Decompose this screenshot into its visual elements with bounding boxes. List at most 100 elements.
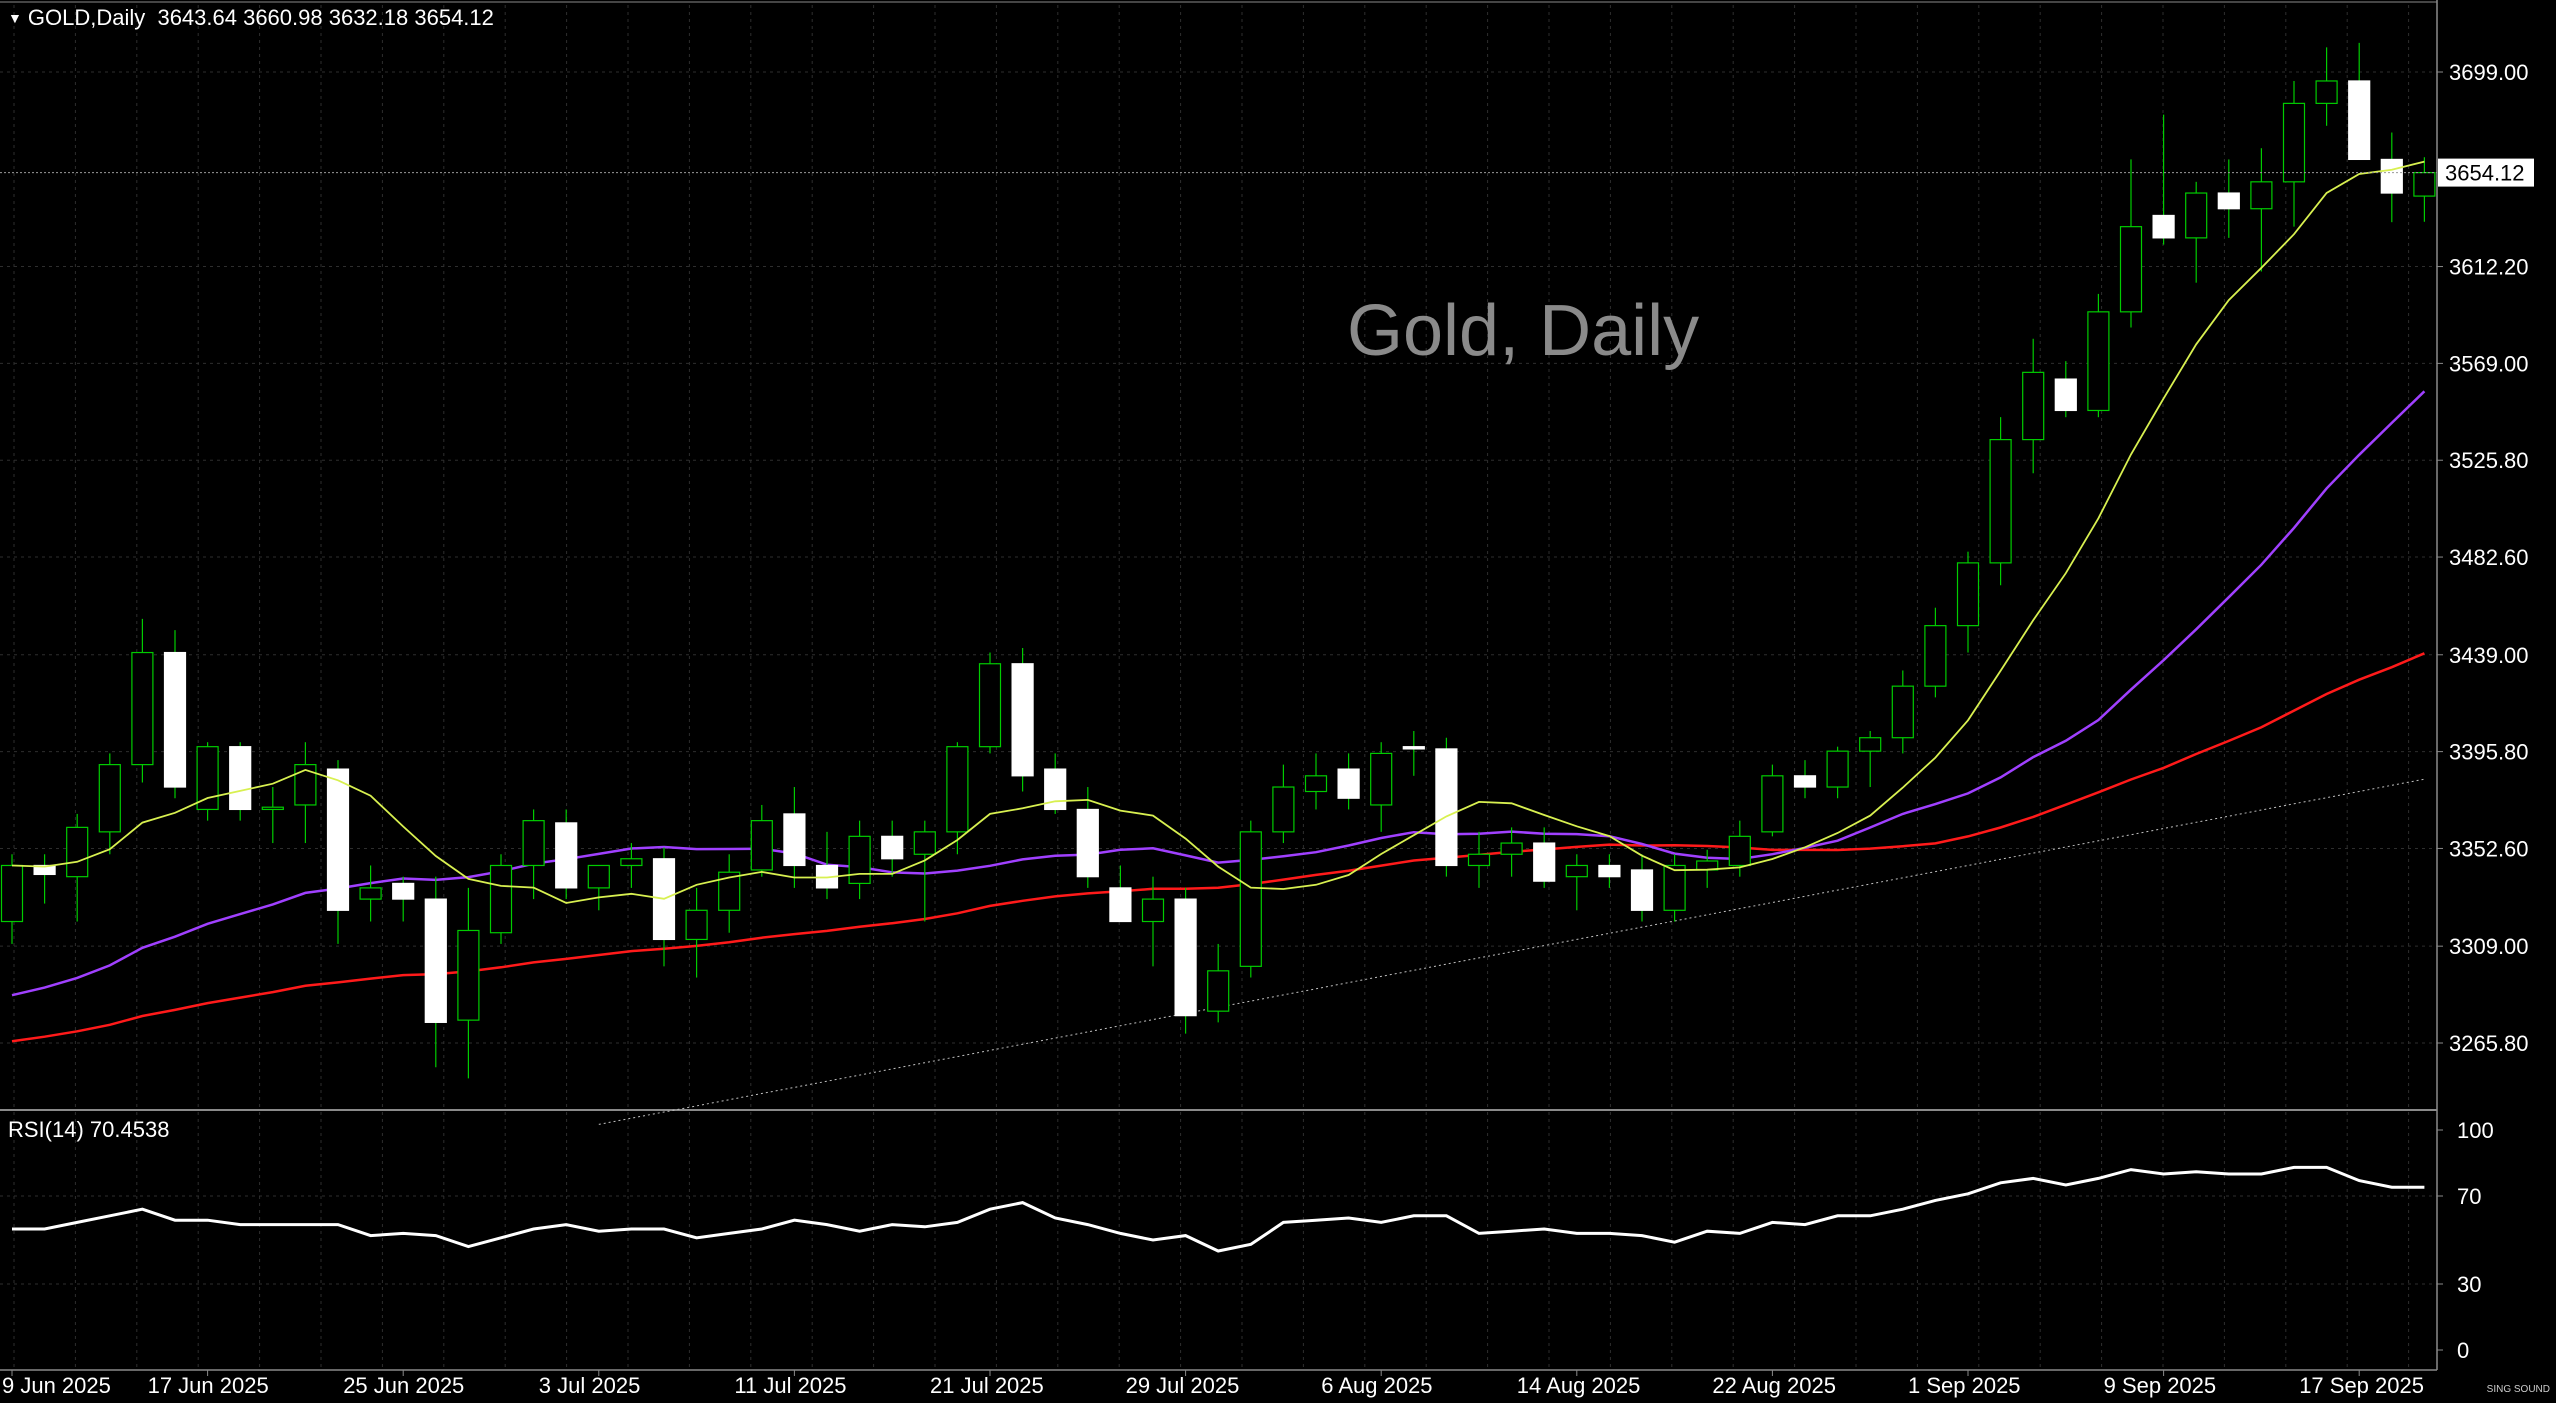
ohlc-values: 3643.64 3660.98 3632.18 3654.12 — [157, 5, 494, 30]
price-tick-label: 3439.00 — [2449, 643, 2529, 668]
candle[interactable] — [424, 898, 447, 1023]
candle[interactable] — [1891, 685, 1914, 739]
candle[interactable] — [685, 909, 708, 941]
brand-logo: SING SOUND — [2486, 1384, 2550, 1395]
candle[interactable] — [881, 835, 904, 860]
candle[interactable] — [2022, 371, 2045, 441]
candle[interactable] — [1859, 737, 1882, 752]
candle[interactable] — [1761, 775, 1784, 833]
rsi-tick-label: 0 — [2457, 1338, 2469, 1363]
candle[interactable] — [848, 835, 871, 885]
candle[interactable] — [1044, 768, 1067, 811]
candle[interactable] — [1141, 898, 1165, 923]
candle[interactable] — [1207, 970, 1230, 1012]
candle[interactable] — [587, 864, 610, 889]
candle[interactable] — [620, 858, 643, 867]
price-tick-label: 3265.80 — [2449, 1031, 2529, 1056]
candle[interactable] — [1826, 750, 1849, 788]
candle[interactable] — [750, 820, 773, 871]
candle[interactable] — [913, 831, 936, 855]
candle[interactable] — [1500, 842, 1523, 855]
symbol-label: GOLD,Daily — [27, 5, 146, 30]
time-tick-label: 11 Jul 2025 — [734, 1373, 846, 1398]
candle[interactable] — [131, 651, 154, 766]
candle[interactable] — [294, 764, 317, 806]
candle[interactable] — [1370, 752, 1393, 806]
candle[interactable] — [2282, 102, 2306, 183]
candle[interactable] — [1956, 562, 1980, 627]
candle[interactable] — [1565, 864, 1588, 878]
candle[interactable] — [1435, 748, 1458, 867]
candle[interactable] — [1793, 775, 1817, 788]
candle[interactable] — [2348, 80, 2371, 161]
grid — [0, 5, 2437, 1370]
ma-fast-line — [11, 160, 2425, 904]
candle[interactable] — [2217, 192, 2240, 210]
current-price-box — [2438, 158, 2534, 187]
price-tick-label: 3309.00 — [2449, 934, 2529, 959]
candle[interactable] — [1272, 786, 1295, 833]
candle[interactable] — [718, 871, 741, 911]
price-tick-label: 3352.60 — [2449, 836, 2529, 861]
time-tick-label: 25 Jun 2025 — [343, 1373, 464, 1398]
candle[interactable] — [2250, 181, 2273, 210]
candle[interactable] — [2119, 226, 2143, 313]
candles — [0, 42, 2436, 1079]
candle[interactable] — [522, 820, 545, 867]
rsi-line — [12, 1165, 2425, 1253]
candle[interactable] — [1598, 864, 1621, 878]
candle[interactable] — [1174, 898, 1197, 1017]
candle[interactable] — [2380, 158, 2403, 194]
candle[interactable] — [1467, 853, 1491, 867]
candle[interactable] — [457, 929, 480, 1021]
candle[interactable] — [392, 882, 415, 900]
time-tick-label: 6 Aug 2025 — [1321, 1373, 1432, 1398]
candle[interactable] — [2315, 80, 2338, 104]
candle[interactable] — [946, 746, 969, 833]
symbol-header: ▼ GOLD,Daily 3643.64 3660.98 3632.18 3654… — [8, 5, 494, 31]
candle[interactable] — [555, 822, 578, 889]
candle[interactable] — [1337, 768, 1360, 799]
candle[interactable] — [1304, 775, 1328, 793]
dropdown-triangle-icon[interactable]: ▼ — [8, 10, 22, 26]
candle[interactable] — [1109, 887, 1132, 923]
candle[interactable] — [489, 864, 513, 934]
candle[interactable] — [326, 768, 350, 911]
candle[interactable] — [261, 806, 284, 811]
time-tick-label: 22 Aug 2025 — [1712, 1373, 1836, 1398]
time-tick-label: 9 Sep 2025 — [2104, 1373, 2217, 1398]
ma-slow-line — [11, 652, 2425, 1043]
candle[interactable] — [1663, 864, 1686, 911]
candle[interactable] — [1924, 625, 1947, 687]
candle[interactable] — [1630, 869, 1654, 911]
candle[interactable] — [33, 864, 56, 876]
candle[interactable] — [1728, 835, 1751, 867]
rsi-tick-label: 100 — [2457, 1118, 2494, 1143]
candle[interactable] — [2185, 192, 2208, 239]
price-tick-label: 3612.20 — [2449, 255, 2529, 280]
candle[interactable] — [1239, 831, 1262, 967]
time-tick-label: 17 Sep 2025 — [2299, 1373, 2424, 1398]
candle[interactable] — [2054, 378, 2077, 412]
candle[interactable] — [2152, 214, 2175, 239]
candle[interactable] — [1011, 663, 1034, 777]
candle[interactable] — [98, 764, 121, 833]
time-tick-label: 21 Jul 2025 — [930, 1373, 1044, 1398]
candle[interactable] — [66, 826, 89, 878]
time-tick-label: 14 Aug 2025 — [1517, 1373, 1641, 1398]
candle[interactable] — [783, 813, 806, 867]
candle[interactable] — [2413, 171, 2436, 197]
candle[interactable] — [359, 887, 382, 900]
candle[interactable] — [229, 746, 252, 811]
candle[interactable] — [1533, 842, 1556, 882]
candle[interactable] — [2087, 311, 2110, 412]
candle[interactable] — [0, 864, 24, 923]
candle[interactable] — [163, 651, 187, 788]
candle[interactable] — [978, 663, 1002, 748]
ma-mid-line — [11, 390, 2426, 997]
candle[interactable] — [196, 746, 219, 811]
candle[interactable] — [1076, 808, 1099, 878]
candle[interactable] — [1402, 746, 1425, 750]
candle[interactable] — [1989, 438, 2012, 564]
